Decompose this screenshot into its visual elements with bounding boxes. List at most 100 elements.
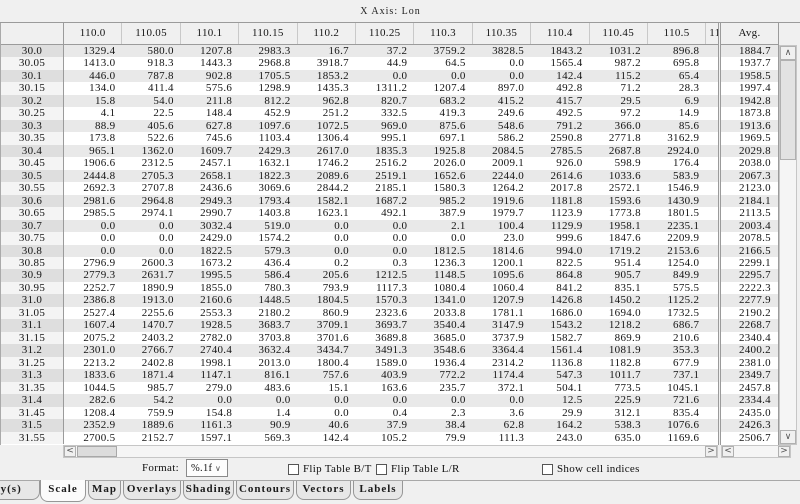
cell[interactable]: 1574.2 [258,232,291,245]
avg-cell[interactable]: 2268.7 [738,319,771,332]
scroll-up-button[interactable]: ∧ [780,46,796,60]
cell[interactable]: 312.1 [614,406,641,419]
cell[interactable]: 23.0 [503,232,525,245]
cell[interactable]: 2553.3 [200,306,233,319]
cell[interactable]: 2985.5 [83,207,116,220]
cell[interactable]: 1208.4 [83,406,116,419]
cell[interactable]: 1329.4 [83,45,116,57]
cell[interactable]: 816.1 [264,369,291,382]
scroll-down-button[interactable]: ∨ [780,430,796,444]
cell[interactable]: 1773.8 [608,207,641,220]
cell[interactable]: 0.0 [159,232,174,245]
cell[interactable]: 1871.4 [141,369,174,382]
column-header[interactable]: 110.4 [531,23,590,44]
cell[interactable]: 2617.0 [316,144,349,157]
scroll-right-button[interactable]: > [705,446,717,457]
cell[interactable]: 29.9 [562,406,583,419]
cell[interactable]: 2983.3 [258,45,291,57]
cell[interactable]: 2990.7 [200,207,233,220]
column-header[interactable]: 110.2 [298,23,356,44]
cell[interactable]: 1207.9 [492,294,525,307]
avg-cell[interactable]: 2426.3 [738,419,771,432]
cell[interactable]: 2740.4 [200,344,233,357]
cell[interactable]: 0.0 [451,394,466,407]
cell[interactable]: 2160.6 [200,294,233,307]
cell[interactable]: 2766.7 [141,344,174,357]
cell[interactable]: 235.7 [439,381,466,394]
cell[interactable]: 1546.9 [667,182,700,195]
cell[interactable]: 0.2 [334,256,349,269]
avg-cell[interactable]: 1873.8 [738,107,771,120]
cell[interactable]: 1148.5 [434,269,466,282]
cell[interactable]: 2519.1 [375,169,408,182]
cell[interactable]: 1694.0 [608,306,641,319]
tab-scale[interactable]: Scale [40,480,86,502]
cell[interactable]: 2705.3 [141,169,174,182]
cell[interactable]: 211.8 [206,94,233,107]
cell[interactable]: 3683.7 [258,319,291,332]
vertical-scrollbar[interactable]: ∧ ∨ [779,45,797,445]
cell[interactable]: 2796.9 [83,256,116,269]
cell[interactable]: 1045.1 [667,381,700,394]
cell[interactable]: 1264.2 [492,182,525,195]
column-header[interactable]: 110.3 [414,23,473,44]
cell[interactable]: 1814.6 [492,244,525,257]
cell[interactable]: 0.0 [392,219,408,232]
cell[interactable]: 686.7 [673,319,700,332]
column-header[interactable]: 11 [709,27,718,39]
avg-cell[interactable]: 2113.5 [739,207,771,220]
cell[interactable]: 677.9 [673,356,700,369]
cell[interactable]: 3162.9 [667,132,700,145]
cell[interactable]: 1072.5 [316,119,349,132]
cell[interactable]: 1580.3 [433,182,466,195]
cell[interactable]: 3703.8 [258,331,291,344]
cell[interactable]: 1448.5 [258,294,291,307]
cell[interactable]: 849.9 [673,269,700,282]
cell[interactable]: 3918.7 [316,57,349,70]
cell[interactable]: 2429.0 [200,232,233,245]
cell[interactable]: 164.2 [556,419,583,432]
horizontal-scrollbar[interactable]: < > [63,445,718,458]
cell[interactable]: 1565.4 [550,57,583,70]
column-header[interactable]: 110.05 [122,23,181,44]
avg-cell[interactable]: 2457.8 [738,381,771,394]
cell[interactable]: 2782.0 [200,331,233,344]
cell[interactable]: 0.3 [392,256,408,269]
cell[interactable]: 586.2 [497,132,525,145]
cell[interactable]: 772.2 [439,369,466,382]
cell[interactable]: 0.0 [392,69,408,82]
cell[interactable]: 1200.1 [492,256,525,269]
cell[interactable]: 44.9 [386,57,408,70]
cell[interactable]: 1147.1 [200,369,233,382]
cell[interactable]: 2964.8 [141,194,174,207]
avg-cell[interactable]: 2400.2 [738,344,771,357]
cell[interactable]: 575.6 [205,82,233,95]
cell[interactable]: 3540.4 [433,319,466,332]
cell[interactable]: 37.9 [386,419,408,432]
cell[interactable]: 1822.5 [200,244,233,257]
cell[interactable]: 62.8 [503,419,525,432]
cell[interactable]: 0.0 [159,244,174,257]
cell[interactable]: 1031.2 [608,45,641,57]
cell[interactable]: 2527.4 [83,306,116,319]
vertical-scrollbar-thumb[interactable] [780,60,796,160]
cell[interactable]: 387.9 [439,207,466,220]
cell[interactable]: 1169.6 [667,431,700,444]
avg-cell[interactable]: 1942.8 [738,94,771,107]
cell[interactable]: 15.8 [94,94,116,107]
cell[interactable]: 575.5 [673,281,700,294]
cell[interactable]: 1341.0 [433,294,466,307]
cell[interactable]: 0.0 [509,69,525,82]
cell[interactable]: 1570.3 [375,294,408,307]
cell[interactable]: 1060.4 [492,281,525,294]
cell[interactable]: 4.1 [100,107,116,120]
cell[interactable]: 860.9 [322,306,349,319]
column-header[interactable]: 110.45 [590,23,648,44]
cell[interactable]: 1543.2 [550,319,583,332]
cell[interactable]: 580.0 [147,45,174,57]
cell[interactable]: 1719.2 [608,244,641,257]
cell[interactable]: 105.2 [381,431,408,444]
cell[interactable]: 2312.5 [141,157,174,170]
cell[interactable]: 0.0 [392,394,408,407]
cell[interactable]: 2949.3 [200,194,233,207]
